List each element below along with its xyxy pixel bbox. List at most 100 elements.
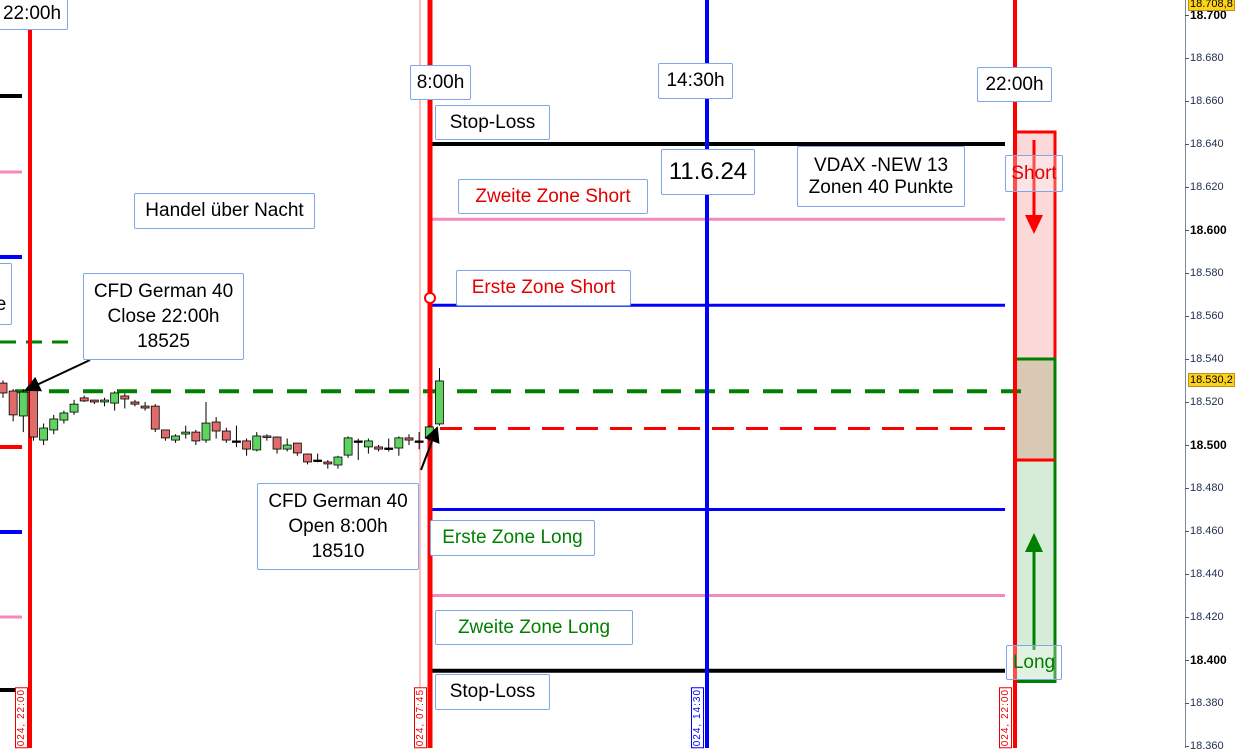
close-line-1: CFD German 40 — [93, 281, 234, 302]
candle — [120, 395, 130, 400]
axis-last-badge: 18.530,2 — [1188, 373, 1235, 388]
candle — [100, 399, 109, 403]
candle — [333, 456, 343, 466]
candle — [221, 430, 231, 441]
erste-zone-short-label: Erste Zone Short — [456, 270, 631, 306]
candle — [282, 444, 292, 450]
short-arrow-icon — [1025, 215, 1043, 234]
time-label-mid: 14:30h — [658, 63, 733, 99]
price-chart[interactable] — [0, 0, 1185, 748]
candle — [171, 435, 180, 441]
open-info-label: CFD German 40 Open 8:00h 18510 — [257, 483, 419, 570]
candle — [69, 403, 79, 413]
candle — [363, 440, 373, 448]
candle — [8, 390, 18, 416]
time-label-close: 22:00h — [977, 67, 1052, 102]
candle — [232, 440, 241, 443]
candle — [0, 382, 8, 394]
candle — [374, 446, 383, 450]
candle — [323, 461, 333, 465]
overnight-label: Handel über Nacht — [134, 193, 315, 229]
close-info-label: CFD German 40 Close 22:00h 18525 — [83, 273, 244, 360]
vdax-line-2: Zonen 40 Punkte — [808, 176, 954, 198]
candle — [79, 397, 89, 402]
open-line-3: 18510 — [311, 541, 365, 562]
candle — [394, 437, 404, 449]
candle — [435, 380, 444, 425]
candle — [424, 426, 434, 439]
close-line-2: Close 22:00h — [107, 306, 220, 327]
candle — [18, 391, 28, 417]
axis-tick: 18.400 — [1185, 653, 1227, 667]
date-marker-c: 024, 14:30 — [691, 686, 704, 748]
vdax-line-1: VDAX -NEW 13 — [813, 154, 949, 176]
long-label: Long — [1006, 645, 1062, 680]
axis-tick: 18.480 — [1185, 482, 1224, 494]
close-line-3: 18525 — [137, 331, 190, 352]
candle — [29, 384, 38, 438]
stop-loss-top-label: Stop-Loss — [435, 105, 550, 140]
open-line-1: CFD German 40 — [268, 491, 408, 512]
date-marker-b: 024, 07:45 — [414, 686, 427, 748]
axis-tick: 18.500 — [1185, 438, 1227, 452]
date-label: 11.6.24 — [661, 149, 755, 195]
date-marker-a: 024, 22:00 — [15, 686, 28, 748]
open-pointer-arrow — [420, 426, 440, 471]
price-axis[interactable]: 18.700 18.680 18.660 18.640 18.620 18.600 18.5… — [1185, 0, 1236, 752]
time-label-left: 22:00h — [0, 0, 68, 30]
zweite-zone-long-label: Zweite Zone Long — [435, 610, 633, 645]
marker-circle — [424, 292, 436, 304]
candle — [160, 429, 170, 439]
candle — [89, 399, 99, 403]
axis-high-badge: 18.708,8 — [1188, 0, 1235, 11]
axis-tick: 18.420 — [1185, 611, 1224, 623]
candle — [201, 422, 211, 441]
candle — [39, 427, 48, 441]
stop-loss-bottom-label: Stop-Loss — [435, 674, 550, 710]
short-label: Short — [1005, 155, 1063, 192]
candle — [262, 435, 272, 438]
candle — [242, 440, 252, 450]
candle — [303, 453, 312, 463]
axis-tick: 18.380 — [1185, 697, 1224, 709]
candle — [140, 405, 150, 409]
open-line-2: Open 8:00h — [288, 516, 388, 537]
time-label-open: 8:00h — [410, 65, 471, 100]
axis-tick: 18.360 — [1185, 740, 1224, 752]
candle — [191, 431, 201, 442]
candle — [130, 401, 140, 405]
candle — [404, 437, 414, 441]
candle — [150, 405, 160, 430]
candle — [59, 412, 69, 421]
zweite-zone-short-label: Zweite Zone Short — [458, 179, 648, 214]
candle — [292, 442, 302, 454]
candle — [49, 418, 59, 431]
axis-tick: 18.440 — [1185, 568, 1224, 580]
candle — [384, 447, 394, 450]
candle — [110, 392, 120, 404]
left-cut-label: e — [0, 263, 12, 325]
axis-tick: 18.560 — [1185, 310, 1224, 322]
long-arrow-icon — [1025, 533, 1043, 552]
candle — [211, 421, 221, 432]
candle — [181, 431, 191, 435]
axis-tick: 18.680 — [1185, 52, 1224, 64]
date-marker-d: 024, 22:00 — [999, 686, 1012, 748]
candle — [252, 435, 262, 451]
candle — [313, 459, 323, 462]
close-pointer-arrow — [24, 359, 91, 392]
axis-tick: 18.460 — [1185, 525, 1224, 537]
axis-tick: 18.700 — [1185, 8, 1227, 22]
erste-zone-long-label: Erste Zone Long — [430, 520, 595, 556]
vdax-label: VDAX -NEW 13 Zonen 40 Punkte — [797, 146, 965, 207]
candle — [353, 440, 363, 443]
axis-tick: 18.520 — [1185, 396, 1224, 408]
axis-tick: 18.580 — [1185, 267, 1224, 279]
axis-tick: 18.640 — [1185, 138, 1224, 150]
candle — [343, 437, 353, 456]
axis-tick: 18.660 — [1185, 95, 1224, 107]
axis-tick: 18.620 — [1185, 181, 1224, 193]
neutral-zone-box — [1013, 357, 1057, 462]
candle — [272, 436, 282, 450]
candle — [414, 440, 424, 443]
